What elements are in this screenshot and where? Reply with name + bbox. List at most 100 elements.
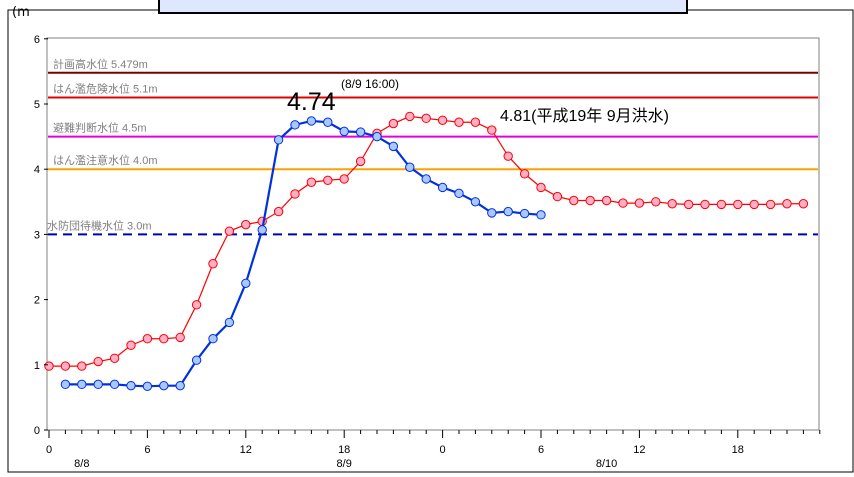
date-label: 8/8 — [74, 458, 89, 470]
date-label: 8/10 — [596, 458, 617, 470]
reference-label-0: 計画高水位 5.479m — [53, 57, 148, 71]
series-0-point — [290, 189, 300, 199]
series-0-point — [470, 117, 481, 127]
series-0-point — [142, 334, 153, 344]
annotations: 4.74 (8/9 16:00) 4.81(平成19年 9月洪水) — [287, 77, 669, 125]
series-0-point — [765, 199, 776, 210]
series-1-point — [126, 380, 136, 391]
series-0-point — [487, 125, 497, 135]
record-annotation: 4.81(平成19年 9月洪水) — [500, 107, 669, 125]
series-0-point — [585, 195, 595, 206]
series-1-point — [536, 210, 546, 220]
series-0-point — [733, 199, 743, 210]
reference-label-3: はん濫注意水位 4.0m — [53, 153, 158, 167]
x-tick-label: 12 — [633, 444, 645, 456]
series-1-point — [224, 317, 235, 328]
peak-annotation: 4.74 — [287, 88, 336, 116]
series-1-point — [175, 380, 185, 391]
x-tick-label: 6 — [144, 444, 150, 456]
series-1-point — [487, 208, 497, 218]
series-1-point — [77, 379, 87, 390]
series-0-point — [437, 115, 448, 126]
reference-lines: 計画高水位 5.479m はん濫危険水位 5.1m 避難判断水位 4.5m はん濫注意… — [47, 57, 818, 236]
series-1-point — [290, 120, 300, 130]
series-1-point — [191, 355, 202, 365]
series-0-point — [126, 340, 136, 350]
x-tick-label: 12 — [240, 444, 252, 456]
series-1-point — [159, 380, 169, 391]
series-1-point — [273, 135, 284, 145]
series-0-point — [175, 332, 185, 343]
series-0-point — [536, 182, 546, 193]
y-tick-label: 5 — [34, 99, 40, 111]
series-1-point — [372, 131, 382, 142]
series-0-point — [323, 175, 333, 185]
series-0-point — [782, 199, 792, 209]
series-0-point — [634, 198, 645, 208]
series-0-point — [208, 259, 218, 269]
reference-label-4: 水防団待機水位 3.0m — [47, 218, 152, 232]
series-0-point — [77, 361, 87, 371]
series-1-point — [241, 278, 251, 288]
series-0-point — [241, 219, 251, 230]
x-tick-label: 18 — [732, 444, 744, 456]
series-0-point — [667, 199, 677, 209]
series-1-point — [109, 379, 120, 390]
series-1-point — [437, 182, 448, 193]
series-0-point — [749, 199, 759, 210]
series-1-point — [519, 208, 530, 219]
series-0-point — [552, 191, 563, 202]
series-0-point — [454, 117, 464, 127]
series-0-point — [339, 174, 349, 184]
series-0-point — [273, 206, 284, 217]
series-0-point — [224, 226, 235, 236]
reference-label-2: 避難判断水位 4.5m — [53, 121, 147, 135]
series-0-point — [601, 195, 612, 206]
series-1-point — [306, 116, 317, 126]
series-0-point — [569, 195, 579, 206]
chart-title-banner — [158, 0, 688, 14]
series-1-point — [470, 197, 481, 207]
series-1-point — [421, 174, 431, 184]
series-0-point — [191, 300, 202, 310]
date-label: 8/9 — [337, 458, 352, 470]
y-tick-label: 0 — [34, 425, 40, 437]
y-tick-label: 2 — [34, 295, 40, 307]
series-0-point — [618, 198, 628, 208]
y-axis-unit: (m — [12, 5, 30, 20]
y-tick-label: 1 — [34, 360, 40, 372]
series-0-point — [355, 156, 366, 167]
series-1-point — [323, 117, 333, 127]
series-1-point — [454, 188, 464, 199]
series-1-point — [355, 127, 366, 137]
y-tick-label: 4 — [34, 164, 40, 176]
series-0-point — [421, 113, 431, 124]
x-tick-label: 0 — [46, 444, 52, 456]
series-1-point — [208, 334, 218, 344]
series-1-point — [388, 141, 399, 152]
series-0-point — [683, 199, 694, 210]
series-0-point — [388, 118, 399, 129]
series-0-point — [405, 111, 415, 122]
series-0-point — [93, 356, 103, 367]
series-1-point — [257, 225, 267, 235]
peak-time-annotation: (8/9 16:00) — [341, 77, 399, 91]
y-tick-label: 3 — [34, 229, 40, 241]
x-tick-label: 6 — [538, 444, 544, 456]
data-series — [44, 111, 809, 392]
series-0-point — [519, 169, 530, 179]
series-0-point — [109, 353, 120, 363]
series-0-point — [306, 177, 317, 187]
x-tick-label: 18 — [338, 444, 350, 456]
series-0-point — [44, 361, 54, 371]
series-0-point — [798, 199, 809, 209]
series-0-point — [716, 199, 727, 210]
x-tick-label: 0 — [440, 444, 446, 456]
y-tick-label: 6 — [34, 34, 40, 46]
series-0-point — [60, 361, 71, 371]
series-1-point — [339, 126, 349, 137]
series-0-point — [503, 151, 513, 161]
series-1-point — [142, 381, 153, 392]
